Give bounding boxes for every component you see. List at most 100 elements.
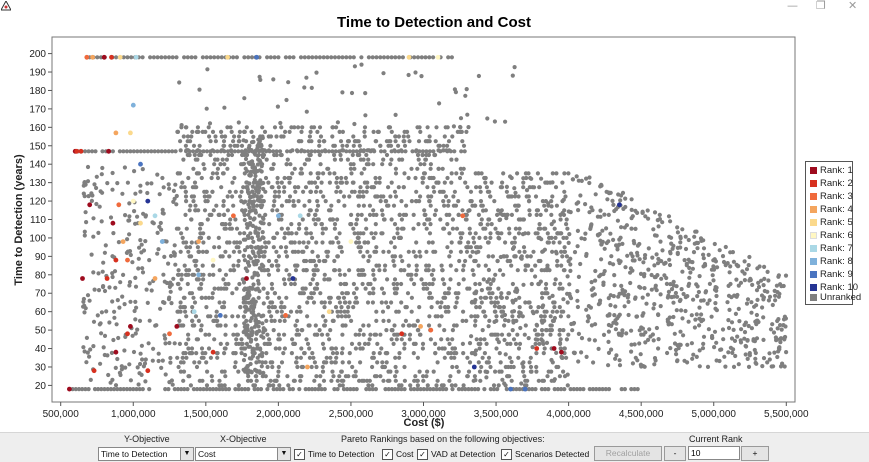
unranked-point	[357, 341, 362, 346]
time-to-detection-checkbox[interactable]: ✓ Time to Detection	[294, 447, 374, 461]
unranked-point	[632, 387, 637, 392]
unranked-point	[379, 231, 384, 236]
unranked-point	[545, 231, 550, 236]
unranked-point	[287, 55, 292, 60]
minimize-button[interactable]: —	[787, 0, 798, 12]
unranked-point	[491, 383, 497, 388]
increment-rank-button[interactable]: +	[741, 446, 769, 461]
unranked-point	[444, 212, 449, 217]
unranked-point	[533, 194, 539, 199]
unranked-point	[366, 55, 371, 60]
unranked-point	[265, 291, 270, 296]
unranked-point	[222, 105, 227, 110]
unranked-point	[479, 217, 484, 222]
unranked-point	[545, 180, 550, 185]
decrement-rank-button[interactable]: -	[664, 446, 686, 461]
cost-checkbox[interactable]: ✓ Cost	[382, 447, 413, 461]
unranked-point	[568, 296, 574, 301]
current-rank-field[interactable]: 10	[688, 446, 740, 460]
unranked-point	[235, 143, 240, 148]
unranked-point	[539, 387, 545, 392]
unranked-point	[435, 360, 440, 365]
unranked-point	[454, 226, 460, 231]
unranked-point	[435, 378, 440, 383]
unranked-point	[186, 175, 191, 181]
close-button[interactable]: ✕	[848, 0, 858, 12]
unranked-point	[296, 332, 302, 337]
checkmark-icon[interactable]: ✓	[417, 448, 428, 460]
checkmark-icon[interactable]: ✓	[382, 448, 393, 460]
unranked-point	[186, 374, 191, 379]
chevron-down-icon[interactable]: ▼	[277, 448, 290, 460]
unranked-point	[605, 197, 610, 202]
unranked-point	[112, 315, 117, 320]
unranked-point	[457, 240, 462, 245]
unranked-point	[494, 346, 499, 351]
unranked-point	[204, 383, 210, 388]
unranked-point	[381, 249, 386, 254]
unranked-point	[596, 346, 601, 351]
unranked-point	[210, 148, 215, 153]
y-objective-select[interactable]: Time to Detection ▼	[98, 447, 194, 461]
unranked-point	[558, 341, 563, 346]
unranked-point	[621, 206, 626, 211]
unranked-point	[272, 318, 277, 323]
unranked-point	[325, 332, 330, 337]
unranked-point	[199, 281, 204, 287]
unranked-point	[236, 149, 241, 154]
chevron-down-icon[interactable]: ▼	[180, 448, 193, 460]
unranked-point	[264, 157, 269, 162]
unranked-point	[237, 240, 243, 245]
ranked-point	[78, 148, 84, 154]
unranked-point	[392, 263, 397, 268]
recalculate-button[interactable]: Recalculate	[594, 446, 662, 461]
unranked-point	[576, 178, 581, 183]
unranked-point	[493, 332, 499, 337]
unranked-point	[422, 222, 427, 227]
legend-item: Rank: 8	[810, 256, 853, 267]
unranked-point	[363, 217, 368, 222]
unranked-point	[136, 266, 141, 271]
y-tick-label: 40	[35, 344, 47, 355]
unranked-point	[317, 55, 322, 60]
unranked-point	[344, 143, 350, 148]
vad-at-detection-checkbox[interactable]: ✓ VAD at Detection	[417, 447, 496, 461]
unranked-point	[509, 359, 514, 365]
unranked-point	[391, 341, 396, 346]
unranked-point	[359, 268, 364, 273]
unranked-point	[394, 369, 399, 374]
unranked-point	[669, 287, 675, 292]
unranked-point	[646, 267, 651, 272]
unranked-point	[399, 199, 404, 204]
unranked-point	[354, 295, 359, 300]
unranked-point	[538, 226, 543, 231]
unranked-point	[778, 323, 783, 328]
restore-button[interactable]: ❐	[816, 0, 826, 12]
unranked-point	[427, 149, 432, 154]
ranked-point	[217, 313, 223, 318]
unranked-point	[285, 157, 290, 162]
unranked-point	[316, 217, 321, 222]
unranked-point	[332, 171, 337, 176]
scenarios-detected-checkbox[interactable]: ✓ Scenarios Detected	[501, 447, 589, 461]
unranked-point	[366, 323, 371, 328]
unranked-point	[307, 346, 312, 351]
ranked-point	[348, 239, 354, 245]
unranked-point	[246, 387, 251, 392]
unranked-point	[316, 387, 321, 392]
unranked-point	[678, 329, 683, 334]
unranked-point	[501, 171, 506, 176]
unranked-point	[170, 382, 175, 387]
unranked-point	[376, 129, 381, 134]
unranked-point	[255, 184, 260, 189]
x-objective-select[interactable]: Cost ▼	[195, 447, 291, 461]
unranked-point	[336, 199, 341, 204]
checkmark-icon[interactable]: ✓	[294, 448, 305, 460]
unranked-point	[678, 234, 683, 239]
unranked-point	[484, 341, 489, 346]
ranked-point	[551, 346, 557, 351]
unranked-point	[544, 340, 550, 345]
unranked-point	[420, 180, 425, 185]
checkmark-icon[interactable]: ✓	[501, 448, 512, 460]
unranked-point	[267, 222, 272, 227]
